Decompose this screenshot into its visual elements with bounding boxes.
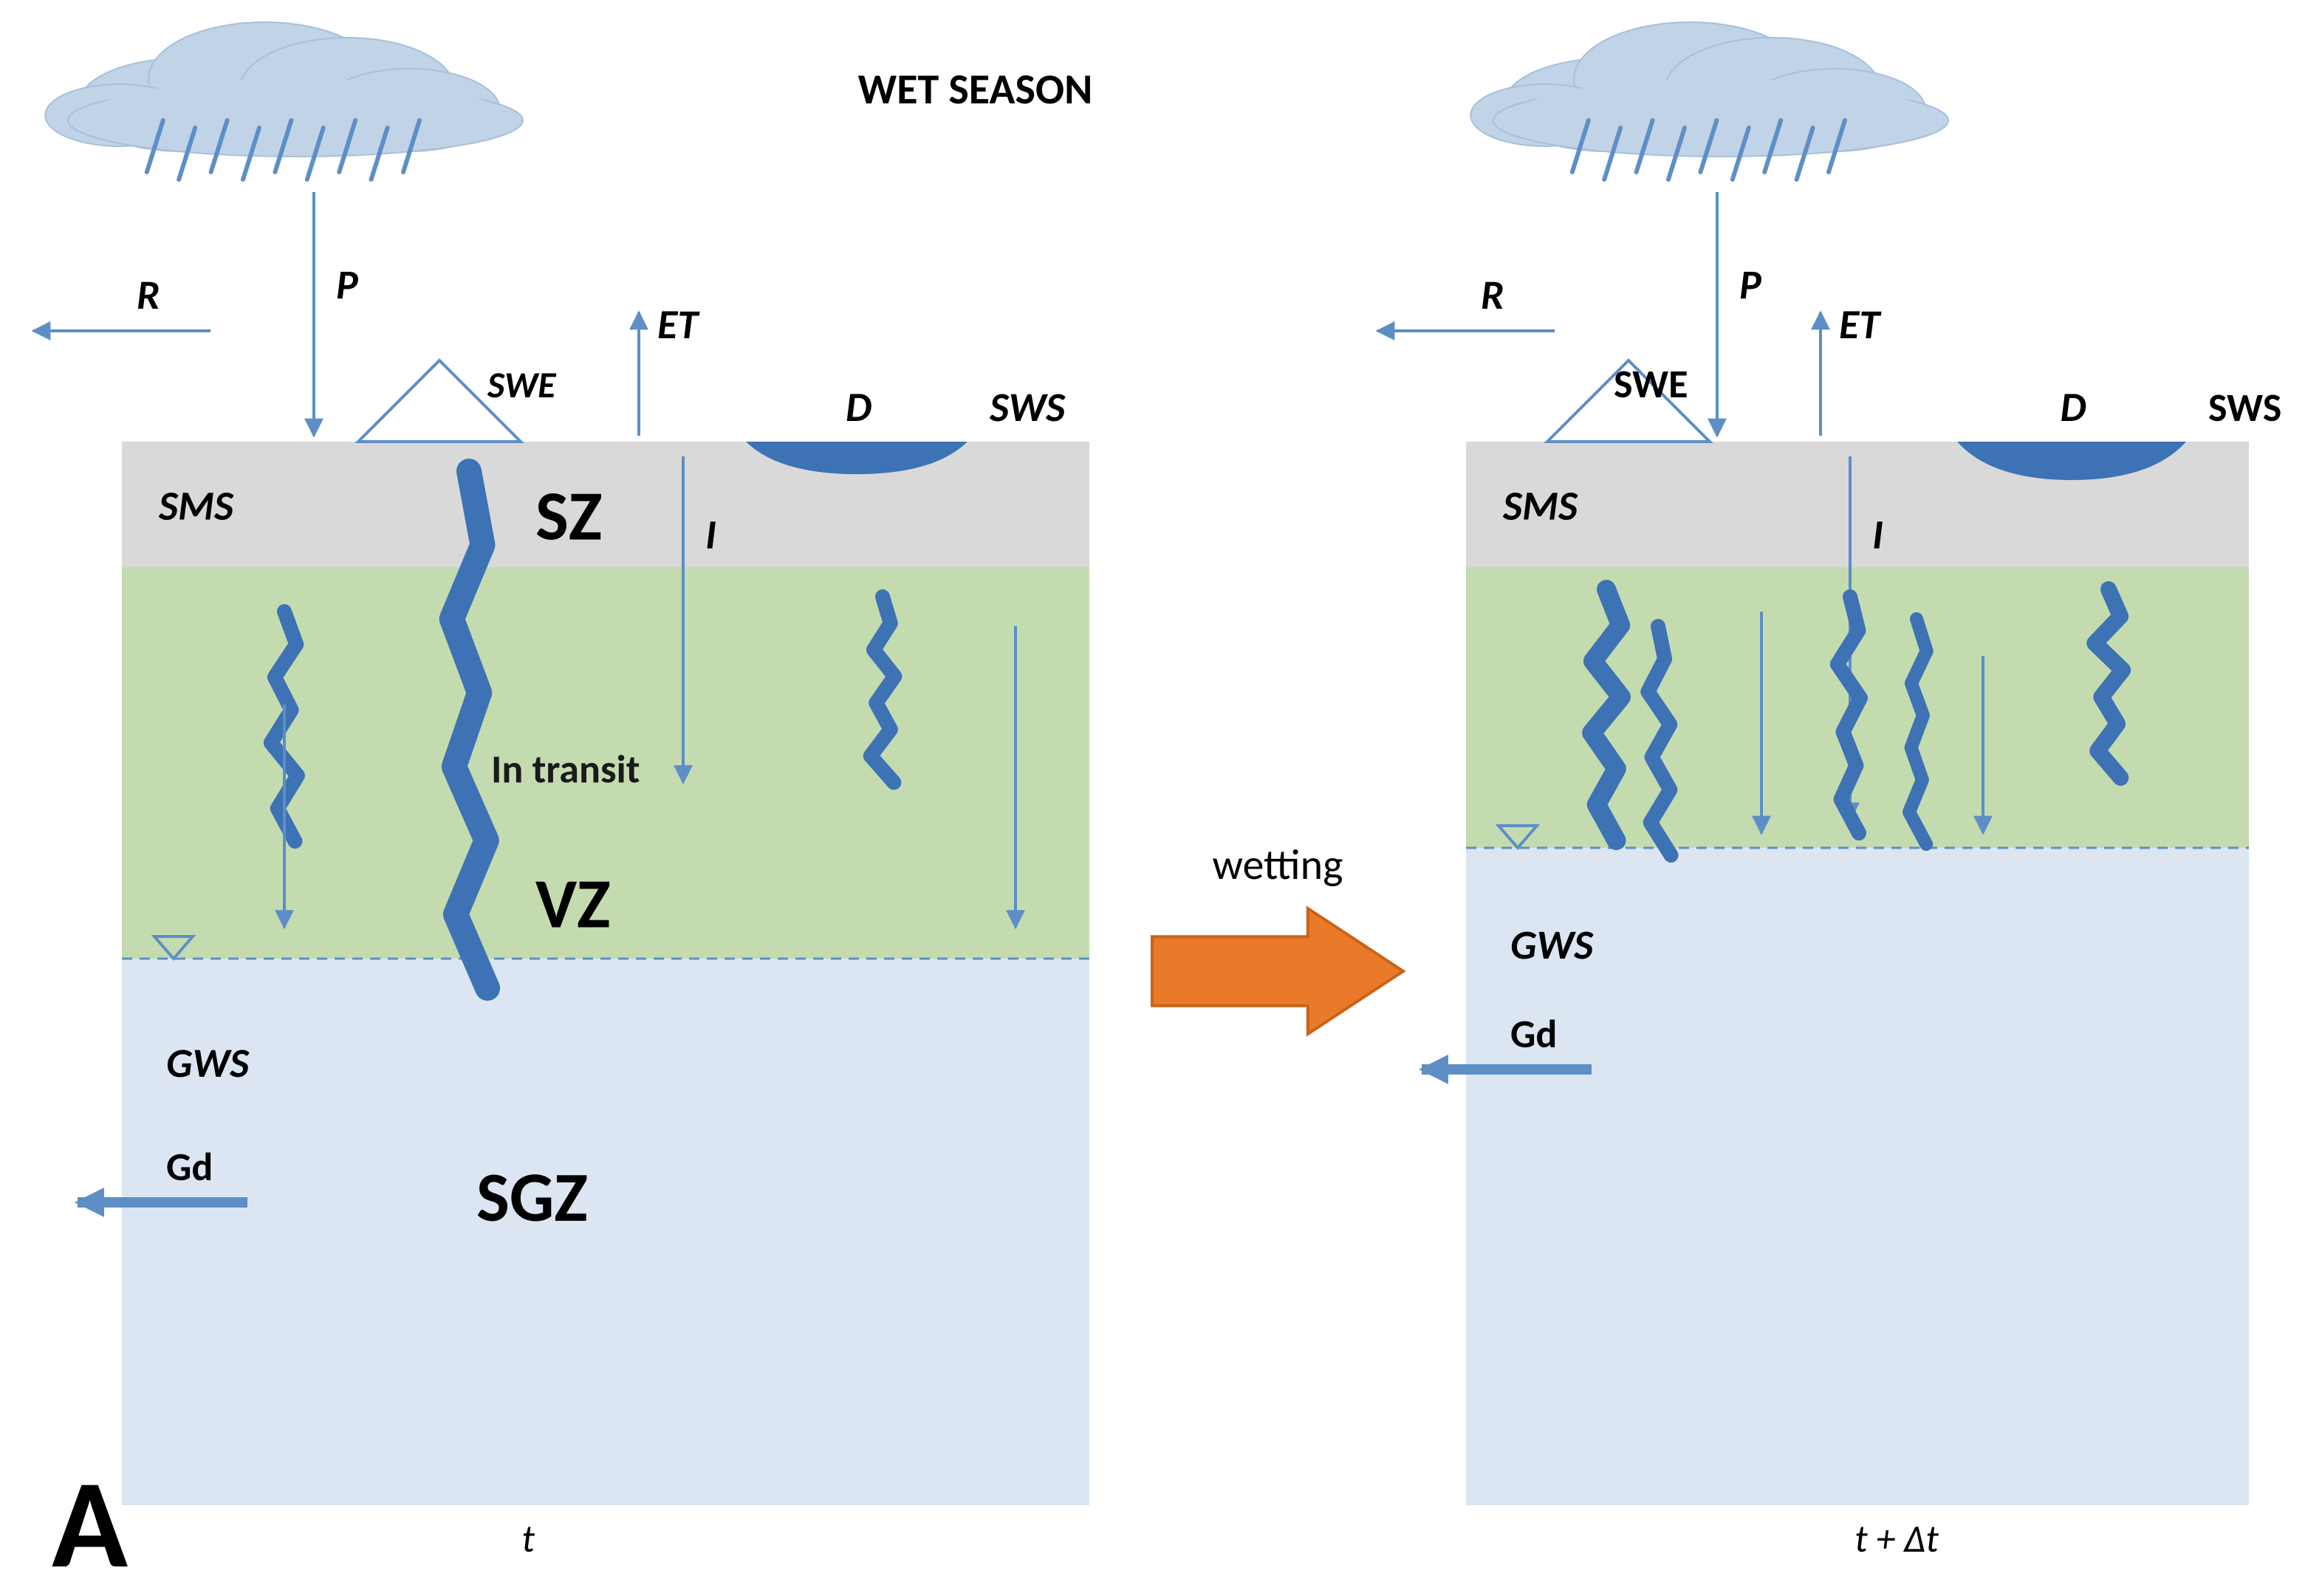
label-et: ET	[657, 300, 700, 350]
label-d: D	[2061, 383, 2086, 433]
label-i: I	[1872, 510, 1883, 561]
label-intransit: In transit	[491, 745, 640, 794]
time-left: t	[521, 1515, 535, 1562]
label-r: R	[1481, 270, 1504, 321]
label-vz: VZ	[535, 861, 611, 947]
label-sms: SMS	[158, 481, 234, 531]
label-gws: GWS	[1510, 920, 1594, 970]
label-swe: SWE	[1614, 360, 1688, 408]
panel-letter: A	[52, 1447, 128, 1596]
label-gd: Gd	[166, 1143, 213, 1191]
label-i: I	[705, 510, 716, 561]
label-sws: SWS	[989, 383, 1066, 433]
time-right: t + Δt	[1854, 1515, 1939, 1562]
label-d: D	[846, 383, 871, 433]
wetting-arrow	[1152, 908, 1403, 1034]
label-sz: SZ	[535, 473, 602, 559]
label-sws: SWS	[2208, 383, 2281, 432]
label-r: R	[137, 270, 160, 321]
label-swe: SWE	[487, 363, 557, 408]
sz-zone	[122, 442, 1089, 567]
label-gd: Gd	[1510, 1010, 1557, 1058]
label-wetting: wetting	[1213, 838, 1343, 891]
label-et: ET	[1839, 300, 1882, 350]
sgz-zone	[122, 959, 1089, 1505]
label-p: P	[336, 260, 358, 310]
label-sms: SMS	[1502, 481, 1578, 531]
label-gws: GWS	[166, 1038, 250, 1089]
label-sgz: SGZ	[476, 1154, 588, 1240]
label-p: P	[1739, 260, 1761, 310]
title: WET SEASON	[858, 63, 1093, 115]
